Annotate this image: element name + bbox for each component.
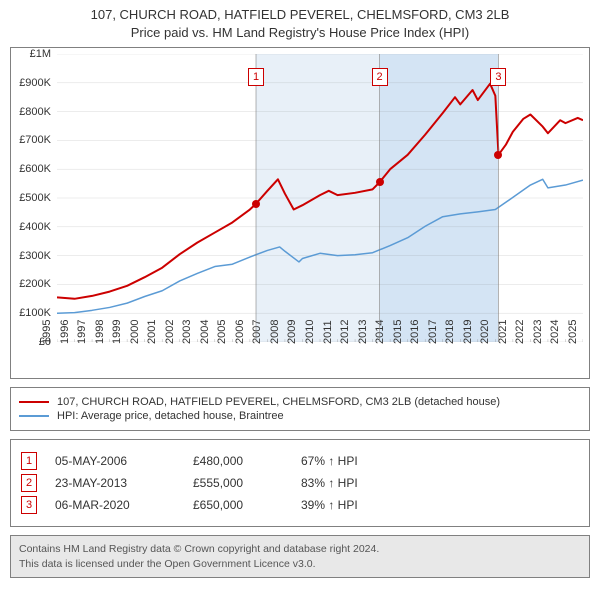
legend-label: 107, CHURCH ROAD, HATFIELD PEVEREL, CHEL… (57, 396, 500, 408)
legend-swatch (19, 415, 49, 417)
sale-marker-box: 3 (21, 496, 37, 514)
chart-marker-box: 1 (248, 68, 264, 86)
sale-pct: 39% ↑ HPI (301, 498, 358, 512)
sale-pct: 67% ↑ HPI (301, 454, 358, 468)
y-tick-label: £500K (19, 192, 51, 204)
sale-price: £480,000 (193, 454, 283, 468)
sale-date: 05-MAY-2006 (55, 454, 175, 468)
chart-area: £0£100K£200K£300K£400K£500K£600K£700K£80… (10, 47, 590, 379)
sale-dot (376, 178, 384, 186)
y-tick-label: £800K (19, 106, 51, 118)
y-axis-ticks: £0£100K£200K£300K£400K£500K£600K£700K£80… (11, 54, 55, 342)
table-row: 2 23-MAY-2013 £555,000 83% ↑ HPI (21, 474, 579, 492)
plot-area: 1 2 3 (57, 54, 583, 342)
chart-marker-box: 3 (490, 68, 506, 86)
sale-date: 06-MAR-2020 (55, 498, 175, 512)
legend-box: 107, CHURCH ROAD, HATFIELD PEVEREL, CHEL… (10, 387, 590, 431)
y-tick-label: £600K (19, 163, 51, 175)
footer-line: This data is licensed under the Open Gov… (19, 557, 581, 572)
sale-date: 23-MAY-2013 (55, 476, 175, 490)
sales-table: 1 05-MAY-2006 £480,000 67% ↑ HPI 2 23-MA… (10, 439, 590, 527)
sale-pct: 83% ↑ HPI (301, 476, 358, 490)
legend-swatch (19, 401, 49, 403)
title-line-2: Price paid vs. HM Land Registry's House … (6, 24, 594, 42)
title-line-1: 107, CHURCH ROAD, HATFIELD PEVEREL, CHEL… (6, 6, 594, 24)
table-row: 1 05-MAY-2006 £480,000 67% ↑ HPI (21, 452, 579, 470)
sale-price: £650,000 (193, 498, 283, 512)
legend-item: 107, CHURCH ROAD, HATFIELD PEVEREL, CHEL… (19, 396, 581, 408)
footer-line: Contains HM Land Registry data © Crown c… (19, 542, 581, 557)
y-tick-label: £300K (19, 250, 51, 262)
table-row: 3 06-MAR-2020 £650,000 39% ↑ HPI (21, 496, 579, 514)
y-tick-label: £400K (19, 221, 51, 233)
legend-label: HPI: Average price, detached house, Brai… (57, 410, 284, 422)
x-axis-ticks: 1995199619971998199920002001200220032004… (57, 344, 583, 378)
legend-item: HPI: Average price, detached house, Brai… (19, 410, 581, 422)
y-tick-label: £100K (19, 307, 51, 319)
footer-attribution: Contains HM Land Registry data © Crown c… (10, 535, 590, 578)
y-tick-label: £700K (19, 134, 51, 146)
sale-marker-box: 2 (21, 474, 37, 492)
y-tick-label: £200K (19, 278, 51, 290)
sale-marker-box: 1 (21, 452, 37, 470)
sale-price: £555,000 (193, 476, 283, 490)
sale-dot (494, 151, 502, 159)
y-tick-label: £1M (30, 48, 51, 60)
chart-marker-box: 2 (372, 68, 388, 86)
sale-dot (252, 200, 260, 208)
y-tick-label: £900K (19, 77, 51, 89)
chart-svg (57, 54, 583, 342)
page-root: 107, CHURCH ROAD, HATFIELD PEVEREL, CHEL… (0, 0, 600, 584)
chart-title-block: 107, CHURCH ROAD, HATFIELD PEVEREL, CHEL… (6, 6, 594, 41)
